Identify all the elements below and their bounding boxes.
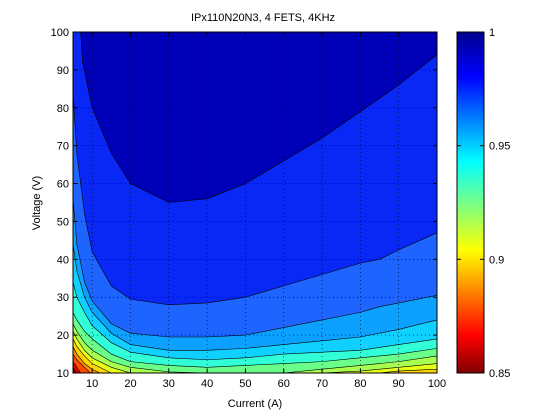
contour-line-5: [72, 281, 438, 361]
x-tick-label: 90: [393, 378, 405, 390]
y-tick-label: 90: [57, 65, 69, 77]
x-tick-label: 10: [86, 378, 98, 390]
colorbar-tick-label: 0.85: [489, 368, 510, 380]
x-axis: 10 20 30 40 50 60 70 80 90 100: [86, 32, 446, 390]
contour-line-4: [72, 244, 438, 351]
y-tick-label: 50: [57, 216, 69, 228]
y-axis: 10 20 30 40 50 60 70 80 90 100: [51, 27, 437, 380]
x-axis-label: Current (A): [228, 398, 282, 410]
colorbar-tick-label: 0.9: [489, 254, 504, 266]
y-tick-label: 20: [57, 330, 69, 342]
contour-line-8: [72, 331, 438, 374]
plot-area: [73, 32, 437, 373]
chart-title: IPx110N20N3, 4 FETS, 4KHz: [191, 12, 335, 24]
plot-frame: [72, 31, 438, 374]
x-tick-label: 40: [201, 378, 213, 390]
x-tick-label: 60: [278, 378, 290, 390]
contour-line-1: [80, 31, 438, 203]
x-tick-label: 100: [428, 378, 446, 390]
contour-region-1: [73, 32, 437, 203]
y-tick-label: 60: [57, 179, 69, 191]
contour-line-2: [72, 92, 438, 306]
y-tick-label: 30: [57, 292, 69, 304]
contour-line-6: [72, 312, 438, 368]
x-tick-label: 80: [354, 378, 366, 390]
contour-line-3: [72, 198, 438, 338]
y-tick-label: 70: [57, 141, 69, 153]
colorbar-tick-label: 0.95: [489, 141, 510, 153]
colorbar-axis: 0.85 0.9 0.95 1: [457, 27, 510, 380]
grid-lines: [73, 32, 437, 373]
x-tick-label: 70: [316, 378, 328, 390]
x-tick-label: 30: [163, 378, 175, 390]
y-tick-label: 100: [51, 27, 69, 39]
y-tick-label: 40: [57, 254, 69, 266]
colorbar-tick-label: 1: [489, 27, 495, 39]
x-tick-label: 50: [239, 378, 251, 390]
y-tick-label: 80: [57, 103, 69, 115]
contour-line-9: [72, 338, 438, 374]
colorbar: [456, 31, 485, 374]
y-axis-label: Voltage (V): [31, 176, 43, 230]
y-tick-label: 10: [57, 368, 69, 380]
x-tick-label: 20: [124, 378, 136, 390]
